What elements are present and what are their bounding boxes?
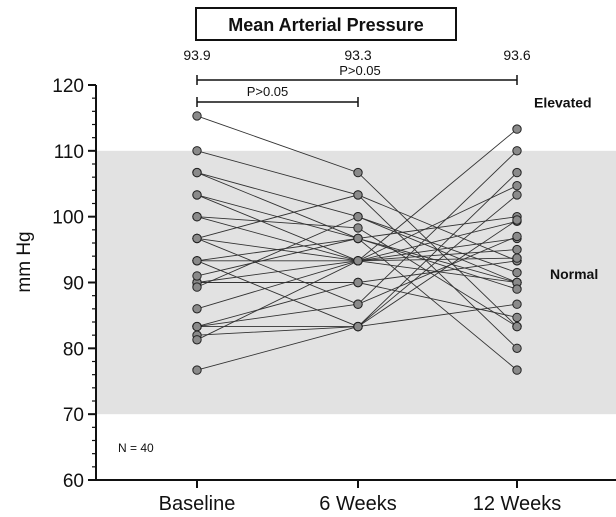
data-point-22-baseline	[192, 321, 202, 332]
y-tick-label: 110	[54, 142, 84, 163]
y-tick-label: 60	[63, 471, 84, 492]
y-tick-label: 100	[52, 208, 84, 229]
data-point-24-baseline	[192, 335, 202, 345]
data-point-19-baseline	[192, 304, 202, 314]
data-point-17-baseline	[192, 271, 202, 281]
x-category-label: 12 Weeks	[473, 493, 562, 515]
x-category-label: Baseline	[159, 493, 236, 515]
data-point-4-baseline	[192, 167, 202, 178]
data-point-25-6-weeks	[353, 321, 363, 332]
data-point-3-12-weeks	[512, 365, 522, 375]
data-point-17-12-weeks	[512, 284, 522, 294]
y-tick-label: 120	[52, 76, 84, 97]
band-label-elevated: Elevated	[534, 94, 592, 110]
comparison-p-value: P>0.05	[247, 84, 289, 99]
mean-value-label: 93.6	[503, 47, 530, 63]
band-label-normal: Normal	[550, 266, 598, 282]
data-point-2-baseline	[192, 146, 202, 156]
mean-value-label: 93.3	[344, 47, 371, 63]
data-point-7-6-weeks	[353, 223, 363, 233]
data-point-7-12-weeks	[512, 321, 522, 332]
chart-title: Mean Arterial Pressure	[228, 15, 423, 35]
data-point-16-12-weeks	[512, 181, 522, 191]
data-point-25-baseline	[192, 365, 202, 375]
y-axis-label: mm Hg	[14, 231, 35, 292]
data-point-1-baseline	[192, 111, 202, 121]
data-point-24-12-weeks	[512, 253, 522, 263]
chart-title-box	[195, 7, 457, 41]
data-point-21-6-weeks	[353, 299, 363, 309]
data-point-18-12-weeks	[512, 267, 522, 278]
data-point-22-6-weeks	[353, 277, 363, 288]
data-point-1-6-weeks	[353, 167, 363, 178]
y-tick-label: 80	[63, 339, 84, 360]
y-tick-label: 90	[63, 274, 84, 295]
data-point-14-baseline	[192, 256, 202, 266]
data-point-17-6-weeks	[353, 233, 363, 244]
data-point-8-baseline	[192, 212, 202, 222]
mean-value-label: 93.9	[183, 47, 210, 63]
data-point-10-12-weeks	[512, 146, 522, 156]
data-point-23-12-weeks	[512, 215, 522, 225]
data-point-6-baseline	[192, 190, 202, 200]
data-point-25-12-weeks	[512, 299, 522, 309]
data-point-13-12-weeks	[512, 244, 522, 255]
data-point-18-baseline	[192, 282, 202, 292]
y-tick-label: 70	[63, 405, 84, 426]
data-point-11-baseline	[192, 233, 202, 244]
data-point-18-6-weeks	[353, 212, 363, 222]
data-point-2-12-weeks	[512, 343, 522, 353]
data-point-12-12-weeks	[512, 167, 522, 178]
sample-size-note: N = 40	[118, 441, 154, 455]
data-point-22-12-weeks	[512, 312, 522, 323]
data-point-20-12-weeks	[512, 190, 522, 200]
data-point-21-12-weeks	[512, 231, 522, 242]
data-point-11-6-weeks	[353, 190, 363, 200]
comparison-p-value: P>0.05	[339, 63, 381, 78]
x-category-label: 6 Weeks	[319, 493, 396, 515]
data-point-24-6-weeks	[353, 256, 363, 266]
data-point-5-12-weeks	[512, 124, 522, 134]
